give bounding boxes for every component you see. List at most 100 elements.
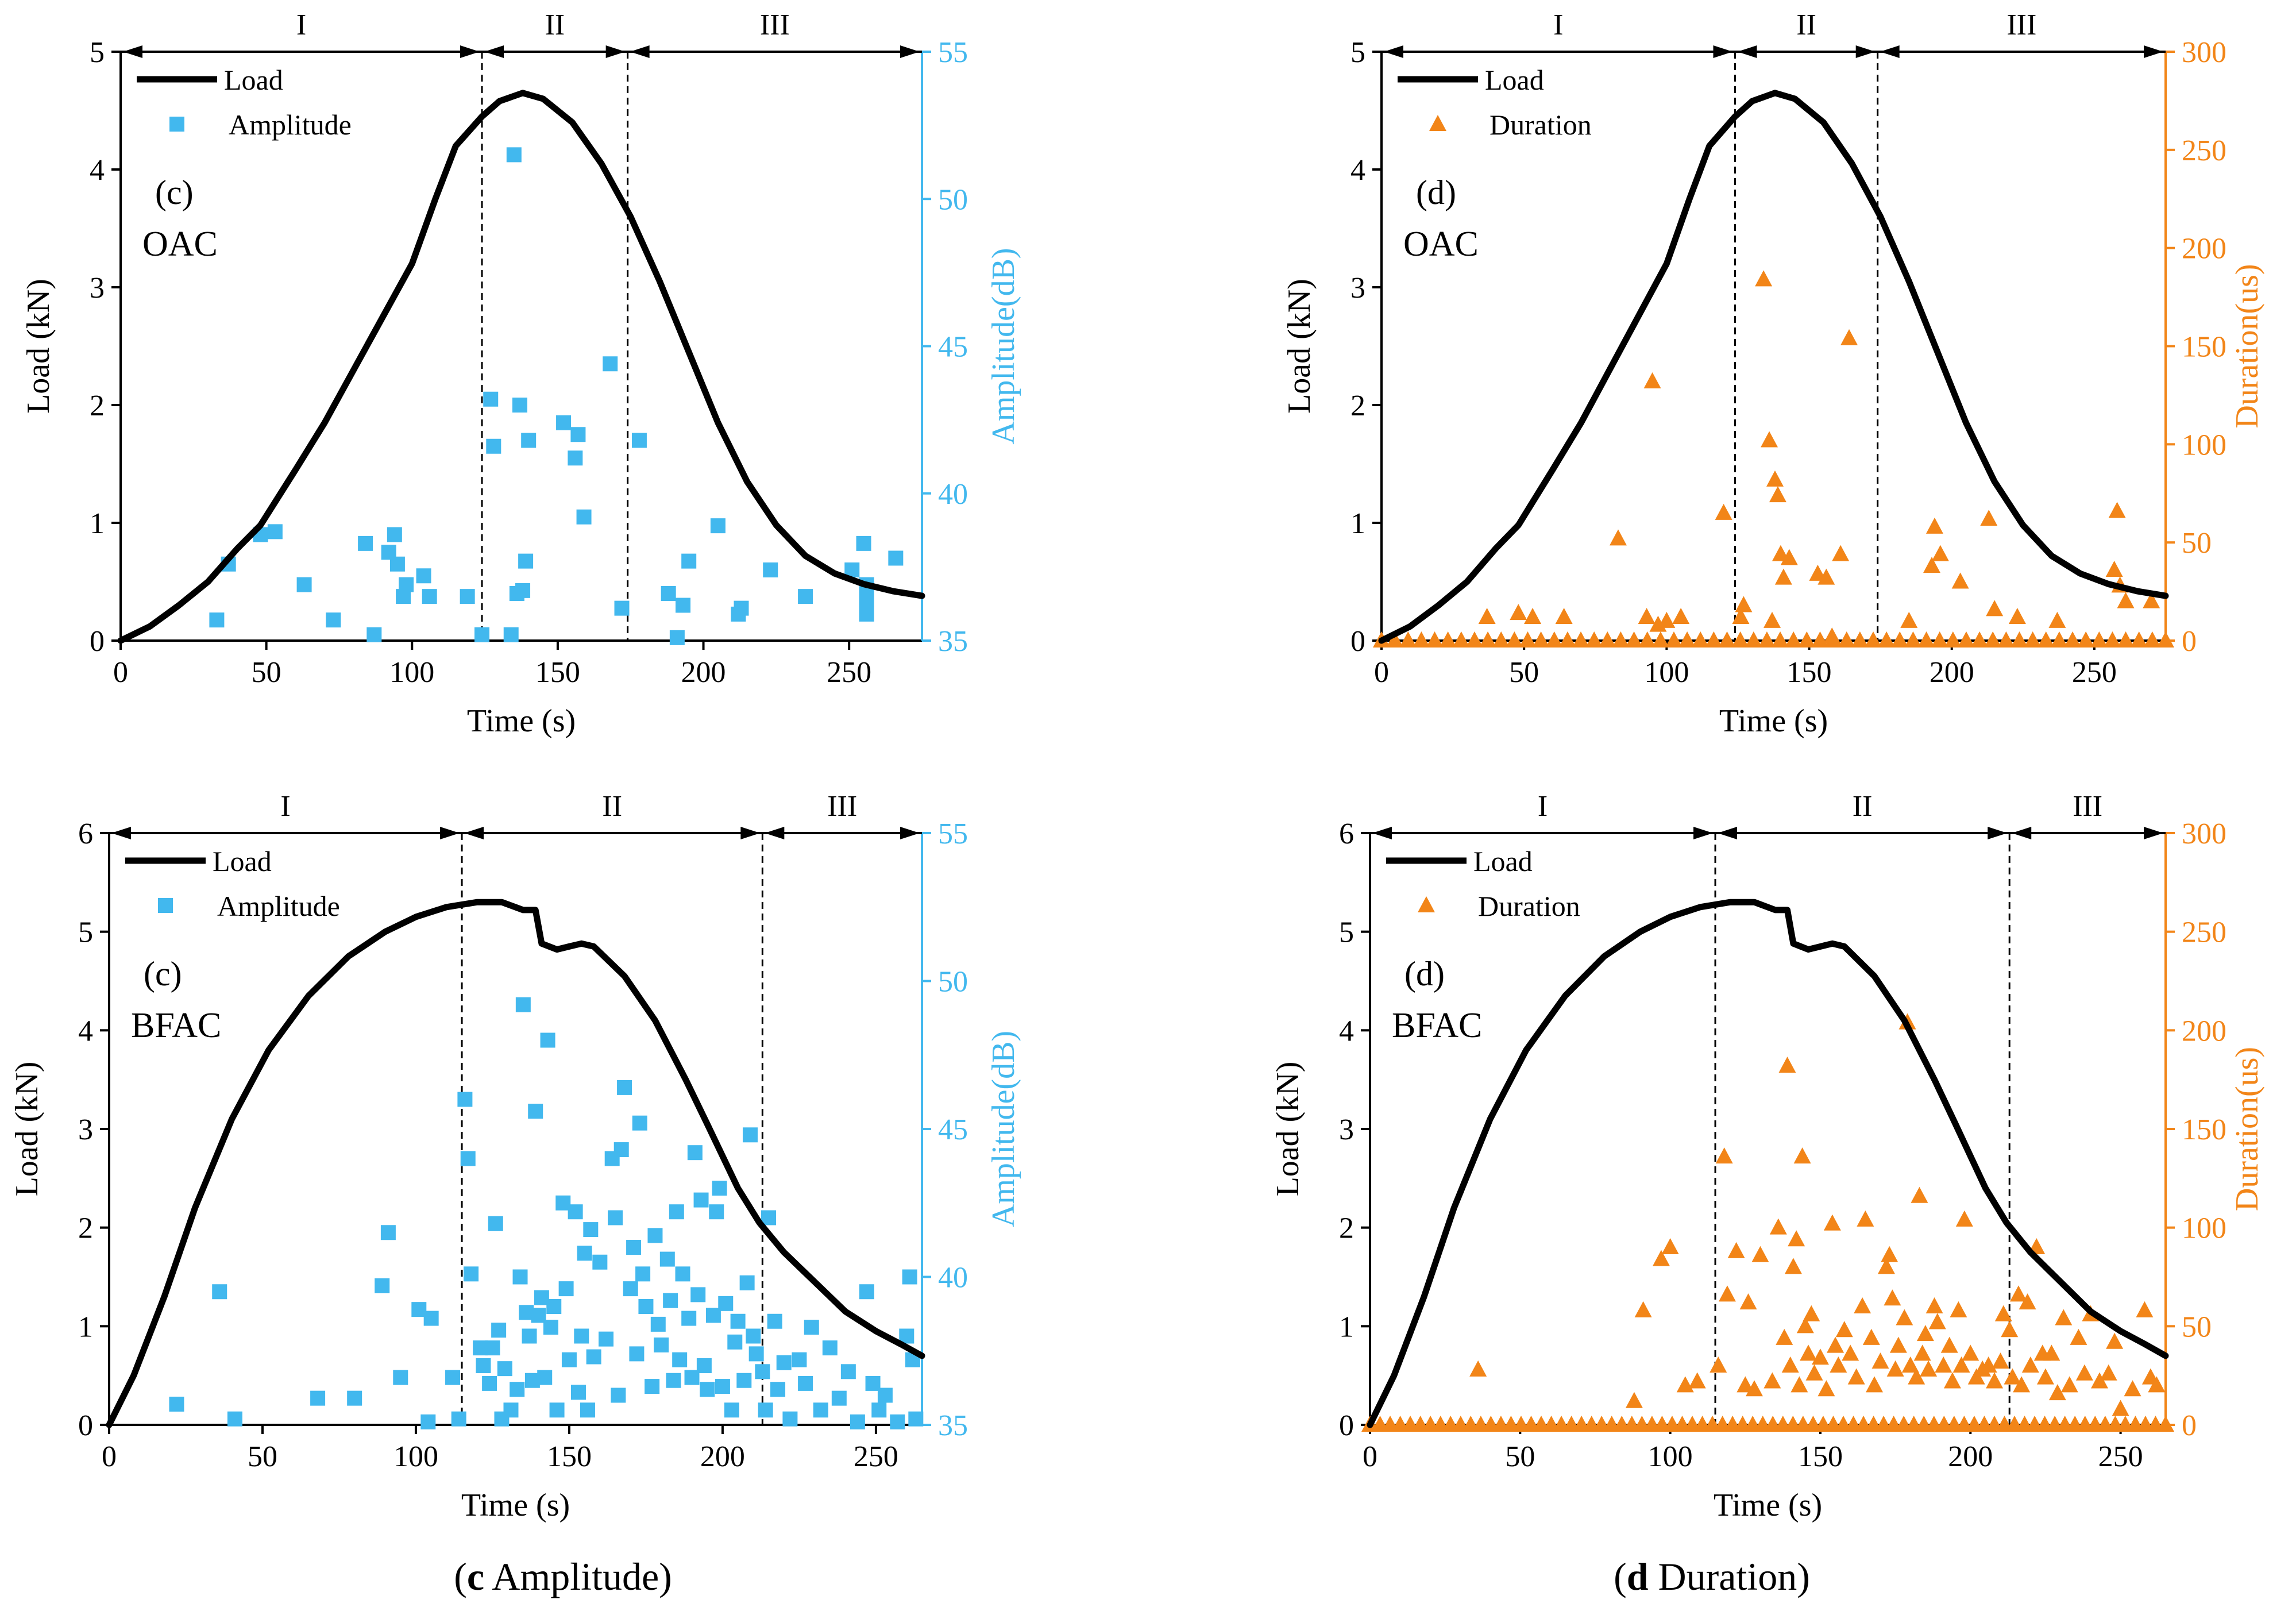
baseline-event-mark [1506,631,1523,648]
stage-label: I [280,790,290,823]
event-mark [693,1192,709,1208]
y-tick-label: 3 [1339,1113,1354,1146]
event-mark [1555,608,1573,624]
event-mark [1745,1380,1763,1397]
event-mark [543,1320,558,1335]
event-mark [792,1352,807,1367]
event-mark [763,562,778,577]
event-mark [389,556,405,572]
event-mark [1652,1250,1670,1266]
event-mark [2136,1301,2154,1317]
event-mark [617,1080,632,1095]
y-tick-label: 0 [90,625,105,658]
y2-tick-label: 55 [938,818,968,850]
event-mark [877,1388,893,1403]
event-mark [1510,604,1527,620]
baseline-event-mark [1957,631,1975,648]
event-mark [850,1414,865,1429]
baseline-event-mark [1413,631,1430,648]
event-mark [1732,608,1750,624]
event-mark [831,1390,847,1406]
stage-arrowhead-left [1372,827,1392,839]
event-mark [1823,1214,1841,1231]
event-mark [512,398,527,413]
event-mark [724,1402,739,1418]
event-mark [2019,1293,2036,1310]
event-mark [1913,1344,1931,1361]
stage-arrowhead-left [123,45,142,58]
y-tick-label: 0 [1350,625,1365,658]
event-mark [776,1355,792,1370]
event-mark [1943,1372,1961,1389]
event-mark [638,1299,654,1314]
panel-letter-label: (c) [144,955,182,993]
baseline-event-mark [1838,631,1855,648]
event-mark [515,583,531,598]
event-mark [497,1361,512,1377]
event-mark [1764,611,1781,628]
baseline-event-mark [2024,631,2042,648]
event-mark [730,1313,746,1329]
y2-tick-label: 40 [938,1262,968,1294]
event-mark [710,518,726,534]
x-tick-label: 100 [1648,1440,1693,1473]
event-mark [709,1204,724,1220]
event-mark [871,1402,887,1418]
event-mark [1992,1352,2009,1369]
event-mark [540,1032,555,1048]
event-mark [890,1414,905,1429]
baseline-event-mark [1625,631,1643,648]
event-mark [1827,1336,1844,1353]
x-tick-label: 200 [681,656,726,689]
event-mark [2008,608,2026,624]
event-mark [798,589,813,604]
event-mark [676,598,691,613]
event-mark [739,1275,755,1290]
y2-tick-label: 55 [938,36,968,69]
baseline-event-mark [1492,631,1510,648]
event-mark [1881,1246,1898,1262]
y2-tick-label: 200 [2182,1015,2226,1047]
event-mark [650,1316,666,1332]
specimen-label: OAC [1403,225,1479,264]
event-mark [1830,1356,1847,1373]
event-mark [1896,1309,1913,1325]
event-mark [558,1281,574,1297]
event-mark [1925,1297,1943,1313]
event-mark [1803,1305,1820,1321]
event-mark [1796,1317,1814,1333]
y-axis-label: Load (kN) [1282,279,1317,414]
event-mark [1901,1356,1919,1373]
event-mark [1769,486,1786,503]
event-mark [1842,1344,1859,1361]
event-mark [1920,1360,1938,1377]
event-mark [1952,1356,1970,1373]
x-tick-label: 250 [2072,656,2117,689]
baseline-event-mark [1665,631,1683,648]
event-mark [608,1210,623,1225]
event-mark [798,1375,813,1391]
y2-tick-label: 300 [2182,36,2226,69]
stage-arrowhead-left [765,827,785,839]
x-tick-label: 150 [1787,656,1832,689]
event-mark [672,1352,688,1367]
event-mark [1778,1057,1796,1073]
baseline-event-mark [1426,631,1444,648]
event-mark [614,600,630,616]
y-tick-label: 2 [90,390,105,422]
event-mark [1769,1218,1787,1235]
event-mark [632,1115,647,1131]
stage-label: I [1538,790,1548,823]
legend-scatter-label: Duration [1478,890,1580,922]
event-mark [576,509,592,525]
x-tick-label: 250 [854,1440,898,1473]
event-mark [888,550,904,566]
baseline-event-mark [2064,631,2082,648]
stage-label: II [602,790,622,823]
event-mark [2117,592,2135,608]
baseline-event-mark [1558,631,1576,648]
baseline-event-mark [1612,631,1630,648]
stage-arrowhead-right [2144,827,2163,839]
baseline-event-mark [1997,631,2015,648]
event-mark [460,589,475,604]
